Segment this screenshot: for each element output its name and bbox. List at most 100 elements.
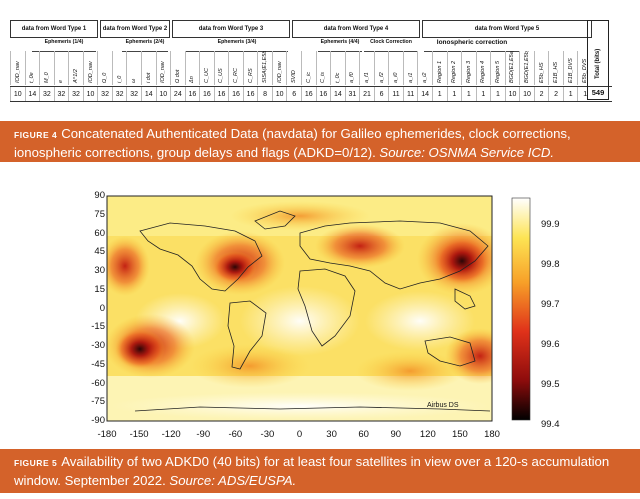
param-header: IOD_nav xyxy=(82,51,98,85)
y-tick-label: 90 xyxy=(94,190,105,201)
availability-map-figure: 90 75 60 45 30 15 0 -15 -30 -45 -60 -75 -90 -180 -150… xyxy=(0,171,640,446)
bit-count: 10 xyxy=(82,87,98,101)
param-header: a_i1 xyxy=(402,51,418,85)
bit-count: 1 xyxy=(475,87,491,101)
bit-count: 16 xyxy=(213,87,229,101)
word-type-group-4: data from Word Type 4 xyxy=(292,20,420,38)
subgroup-ephemeris-1: Ephemeris (1/4) xyxy=(32,39,96,52)
x-tick-label: -180 xyxy=(97,429,117,440)
bit-count: 10 xyxy=(519,87,534,101)
bit-count: 1 xyxy=(562,87,578,101)
bit-count: 16 xyxy=(242,87,258,101)
param-header: C_RC xyxy=(228,51,243,85)
param-label: a_f1 xyxy=(363,72,370,83)
figure4-caption-text: Concatenated Authenticated Data (navdata… xyxy=(14,126,571,160)
param-label: Ω dot xyxy=(174,69,181,83)
subgroup-ephemeris-3: Ephemeris (3/4) xyxy=(186,39,288,52)
availability-map xyxy=(106,195,531,422)
param-label: Δn xyxy=(189,76,196,83)
subgroup-clock-correction: Clock Correction xyxy=(364,39,418,52)
param-label: C_US xyxy=(218,68,225,83)
param-header: SVID xyxy=(286,51,301,85)
x-tick-label: 90 xyxy=(390,429,402,440)
param-header: Ω_0 xyxy=(97,51,112,85)
param-label: a_f2 xyxy=(378,72,385,83)
param-header: Region 2 xyxy=(446,51,462,85)
param-header: Ω dot xyxy=(170,51,185,85)
param-label: ω xyxy=(131,78,138,83)
param-label: E1B_DVS xyxy=(567,58,574,83)
param-label: Ω_0 xyxy=(102,72,109,83)
param-header: BGD(E1,E5b) xyxy=(519,51,534,85)
param-label: a_i0 xyxy=(393,72,400,83)
figure4-label: FIGURE 4 xyxy=(14,130,58,140)
param-label: SISA(E1,E5b) xyxy=(262,51,269,83)
y-tick-label: 75 xyxy=(94,208,105,220)
subgroup-ephemeris-2: Ephemeris (2/4) xyxy=(122,39,168,52)
param-header: t_0c xyxy=(330,51,345,85)
param-header: A^1/2 xyxy=(68,51,83,85)
y-tick-label: 30 xyxy=(94,265,105,276)
word-type-group-2: data from Word Type 2 xyxy=(100,20,170,38)
colorbar-tick-label: 99.8 xyxy=(541,259,560,270)
y-tick-label: -75 xyxy=(91,396,105,408)
y-tick-label: 15 xyxy=(94,283,105,295)
x-tick-label: 30 xyxy=(326,429,337,440)
word-type-group-5: data from Word Type 5 xyxy=(422,20,592,38)
figure5-caption-text: Availability of two ADKD0 (40 bits) for … xyxy=(14,454,610,488)
figure5-source: Source: ADS/EUSPA. xyxy=(169,473,297,488)
x-tick-label: 120 xyxy=(419,429,436,440)
param-header: a_f2 xyxy=(373,51,389,85)
figure5-label: FIGURE 5 xyxy=(14,458,58,468)
bit-count: 1 xyxy=(577,87,592,101)
param-header: IOD_nav xyxy=(271,51,287,85)
param-header: e xyxy=(53,51,69,85)
navdata-table: data from Word Type 1 data from Word Type… xyxy=(10,20,612,104)
param-label: Region 2 xyxy=(451,60,458,83)
figure4-source: Source: OSNMA Service ICD. xyxy=(379,145,555,160)
param-label: a_i1 xyxy=(407,72,414,83)
param-label: a_i2 xyxy=(422,72,429,83)
bit-count: 32 xyxy=(53,87,69,101)
bit-count: 32 xyxy=(111,87,127,101)
bit-count: 2 xyxy=(533,87,549,101)
y-tick-label: -30 xyxy=(91,340,105,351)
bit-count: 24 xyxy=(170,87,185,101)
y-tick-label: -60 xyxy=(91,377,105,389)
bit-count: 32 xyxy=(39,87,54,101)
bit-count: 11 xyxy=(402,87,418,101)
bit-count: 2 xyxy=(548,87,563,101)
param-header: E5b_DVS xyxy=(577,51,592,85)
param-label: IOD_nav xyxy=(276,61,283,83)
bit-count: 11 xyxy=(388,87,403,101)
param-label: C_RS xyxy=(247,68,254,83)
param-header: IOD_nav xyxy=(10,51,25,85)
param-header: i dot xyxy=(140,51,156,85)
param-label: i_0 xyxy=(116,75,123,83)
param-header: IOD_nav xyxy=(155,51,171,85)
param-label: A^1/2 xyxy=(72,69,79,83)
colorbar-tick-label: 99.9 xyxy=(541,219,560,230)
param-header: C_ic xyxy=(301,51,316,85)
word-type-group-3: data from Word Type 3 xyxy=(172,20,290,38)
param-header: a_f1 xyxy=(359,51,374,85)
bit-count: 16 xyxy=(199,87,214,101)
colorbar xyxy=(511,197,531,421)
x-tick-label: -30 xyxy=(260,429,275,440)
colorbar-tick-label: 99.7 xyxy=(541,299,560,310)
param-header: t_0e xyxy=(24,51,40,85)
param-label: Region 4 xyxy=(480,60,487,83)
bit-count: 1 xyxy=(461,87,476,101)
colorbar-tick-label: 99.5 xyxy=(541,379,560,390)
param-label: IOD_nav xyxy=(14,61,21,83)
bit-count: 1 xyxy=(446,87,462,101)
param-label: C_ic xyxy=(305,71,312,83)
bit-count: 14 xyxy=(330,87,345,101)
param-label: i dot xyxy=(145,72,152,83)
x-tick-label: 150 xyxy=(451,429,468,440)
param-header: E1B_DVS xyxy=(562,51,578,85)
param-label: C_UC xyxy=(203,68,210,83)
param-header: Δn xyxy=(184,51,200,85)
figure4-caption: FIGURE 4 Concatenated Authenticated Data … xyxy=(0,121,640,162)
x-tick-label: -60 xyxy=(228,429,243,440)
